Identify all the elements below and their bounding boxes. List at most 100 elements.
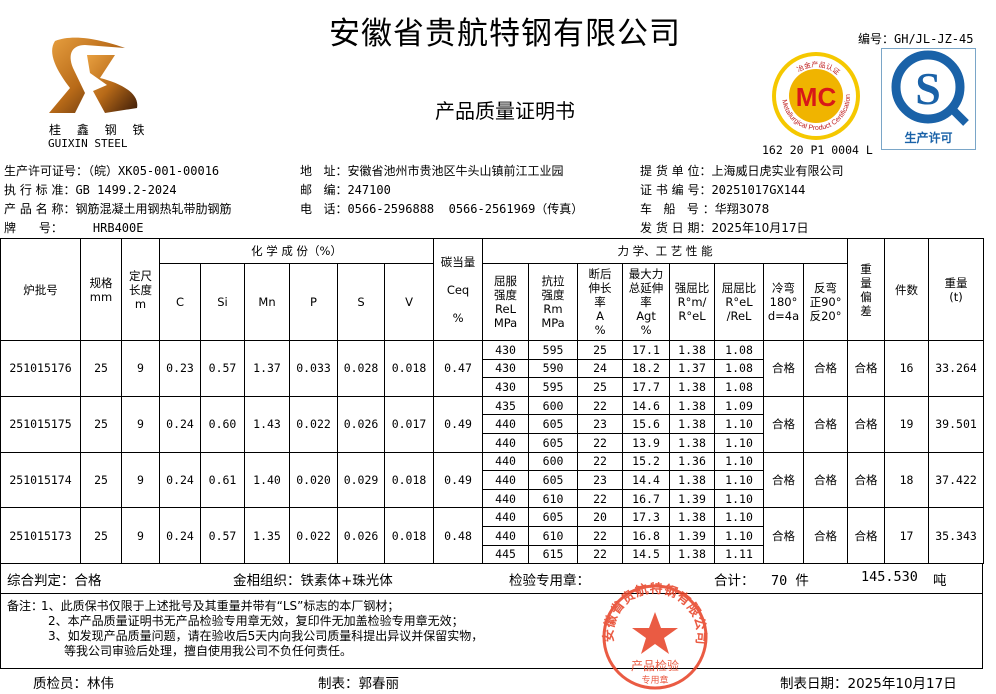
table-row: 440 610 22 16.8 1.39 1.10 bbox=[1, 526, 984, 546]
spec-cell: 25 bbox=[80, 507, 122, 565]
info-left: 生产许可证号：（皖）XK05-001-00016 执 行 标 准：GB 1499… bbox=[4, 162, 231, 238]
mech-value-cell: 1.38 bbox=[669, 395, 716, 416]
spec-cell: 25 bbox=[80, 395, 122, 453]
cold-bend-cell: 合格 bbox=[763, 507, 805, 565]
chem-value-cell: 0.57 bbox=[200, 507, 245, 565]
total-count: 70 件 bbox=[771, 573, 809, 589]
mech-value-cell: 440 bbox=[482, 526, 530, 546]
mech-value-cell: 605 bbox=[528, 414, 579, 434]
chem-value-cell: 0.018 bbox=[383, 507, 435, 565]
mech-value-cell: 1.38 bbox=[669, 377, 716, 397]
header-mech-col: 冷弯 180° d=4a bbox=[763, 263, 805, 341]
weight-deviation-cell: 合格 bbox=[847, 340, 886, 397]
weight-cell: 37.422 bbox=[928, 451, 985, 509]
header-mech-col: 屈屈比 R°eL /ReL bbox=[714, 263, 765, 341]
weight-unit: 吨 bbox=[933, 573, 947, 589]
mech-value-cell: 440 bbox=[482, 489, 530, 509]
metallographic-structure: 金相组织：铁素体+珠光体 bbox=[233, 573, 393, 589]
length-cell: 9 bbox=[121, 451, 160, 509]
mech-value-cell: 1.38 bbox=[669, 470, 716, 490]
note-line-2: 2、本产品质量证明书无产品检验专用章无效，复印件无加盖检验专用章无效； bbox=[48, 614, 464, 628]
header-mechanical-properties: 力 学、工 艺 性 能 bbox=[482, 238, 849, 264]
mech-value-cell: 15.6 bbox=[622, 414, 671, 434]
summary-row: 综合判定：合格 金相组织：铁素体+珠光体 检验专用章： 合计： 70 件 145… bbox=[0, 563, 983, 594]
svg-text:S: S bbox=[915, 63, 941, 114]
header-carbon-equivalent: 碳当量 Ceq % bbox=[433, 238, 484, 341]
mech-value-cell: 22 bbox=[577, 489, 624, 509]
table-row: 251015176 25 9 0.23 0.57 1.37 0.033 0.028 0.018 0… bbox=[0, 340, 985, 397]
chem-value-cell: 0.23 bbox=[159, 340, 201, 397]
postcode-label: 邮 编： bbox=[300, 183, 348, 197]
mech-value-cell: 430 bbox=[482, 359, 530, 379]
mech-value-cell: 23 bbox=[577, 470, 624, 490]
mech-value-cell: 1.11 bbox=[714, 545, 765, 565]
header-chem-col: C bbox=[159, 263, 201, 341]
inspection-stamp-label: 检验专用章： bbox=[509, 573, 590, 589]
chem-value-cell: 0.020 bbox=[289, 451, 338, 509]
mech-value-cell: 23 bbox=[577, 414, 624, 434]
inspector: 质检员：林伟 bbox=[33, 676, 114, 692]
company-title: 安徽省贵航特钢有限公司 bbox=[329, 16, 681, 52]
mech-value-cell: 440 bbox=[482, 433, 530, 453]
chem-value-cell: 0.029 bbox=[337, 451, 385, 509]
mech-value-cell: 17.1 bbox=[622, 340, 671, 360]
cold-bend-cell: 合格 bbox=[763, 395, 805, 453]
mech-value-cell: 440 bbox=[482, 507, 530, 527]
mech-value-cell: 15.2 bbox=[622, 451, 671, 472]
mech-value-cell: 1.09 bbox=[714, 395, 765, 416]
cold-bend-cell: 合格 bbox=[763, 451, 805, 509]
mech-value-cell: 595 bbox=[528, 340, 579, 360]
mech-value-cell: 1.10 bbox=[714, 414, 765, 434]
header-spec: 规格 mm bbox=[80, 238, 122, 341]
chem-value-cell: 1.43 bbox=[244, 395, 290, 453]
weight-cell: 33.264 bbox=[928, 340, 985, 397]
license-label: 生产许可证号： bbox=[4, 164, 89, 178]
reverse-bend-cell: 合格 bbox=[803, 340, 849, 397]
mech-value-cell: 1.08 bbox=[714, 377, 765, 397]
mech-value-cell: 25 bbox=[577, 377, 624, 397]
star-icon bbox=[632, 612, 678, 654]
grade-label: 牌 号： bbox=[4, 221, 63, 235]
chem-value-cell: 0.60 bbox=[200, 395, 245, 453]
chem-value-cell: 0.24 bbox=[159, 507, 201, 565]
table-row: 440 605 22 13.9 1.38 1.10 bbox=[1, 433, 984, 453]
notes-section: 备注： 1、此质保书仅限于上述批号及其重量并带有“LS”标志的本厂钢材； 2、本… bbox=[0, 594, 983, 669]
mech-value-cell: 1.37 bbox=[669, 359, 716, 379]
header-chemical-composition: 化 学 成 份（%） bbox=[158, 238, 435, 264]
mech-value-cell: 17.7 bbox=[622, 377, 671, 397]
mech-value-cell: 605 bbox=[528, 507, 579, 527]
grade-value: HRB400E bbox=[92, 221, 144, 235]
mech-value-cell: 440 bbox=[482, 414, 530, 434]
header-chem-col: V bbox=[383, 263, 435, 341]
cold-bend-cell: 合格 bbox=[763, 340, 805, 397]
mech-value-cell: 435 bbox=[482, 395, 530, 416]
chem-value-cell: 1.37 bbox=[244, 340, 290, 397]
note-line-3: 3、如发现产品质量问题，请在验收后5天内向我公司质量科提出异议并保留实物， bbox=[48, 629, 484, 643]
mech-value-cell: 22 bbox=[577, 526, 624, 546]
mech-value-cell: 1.10 bbox=[714, 526, 765, 546]
chem-value-cell: 0.61 bbox=[200, 451, 245, 509]
mech-value-cell: 1.10 bbox=[714, 489, 765, 509]
header-mech-col: 抗拉 强度 Rm MPa bbox=[528, 263, 579, 341]
length-cell: 9 bbox=[121, 395, 160, 453]
ship-date-value: 2025年10月17日 bbox=[711, 221, 809, 235]
consignee-value: 上海威日虎实业有限公司 bbox=[711, 164, 844, 178]
chem-value-cell: 0.028 bbox=[337, 340, 385, 397]
header-mech-col: 屈服 强度 ReL MPa bbox=[482, 263, 530, 341]
total-label: 合计： bbox=[714, 573, 755, 589]
weight-deviation-cell: 合格 bbox=[847, 395, 886, 453]
mech-value-cell: 600 bbox=[528, 395, 579, 416]
mech-value-cell: 14.6 bbox=[622, 395, 671, 416]
mech-value-cell: 1.10 bbox=[714, 507, 765, 527]
header-mech-col: 最大力 总延伸 率 Agt % bbox=[622, 263, 671, 341]
mech-value-cell: 18.2 bbox=[622, 359, 671, 379]
consignee-label: 提 货 单 位： bbox=[640, 164, 712, 178]
ceq-cell: 0.47 bbox=[433, 340, 484, 397]
count-cell: 18 bbox=[884, 451, 930, 509]
mech-value-cell: 610 bbox=[528, 526, 579, 546]
table-row: 445 615 22 14.5 1.38 1.11 bbox=[1, 545, 984, 565]
weight-cell: 39.501 bbox=[928, 395, 985, 453]
weight-deviation-cell: 合格 bbox=[847, 451, 886, 509]
